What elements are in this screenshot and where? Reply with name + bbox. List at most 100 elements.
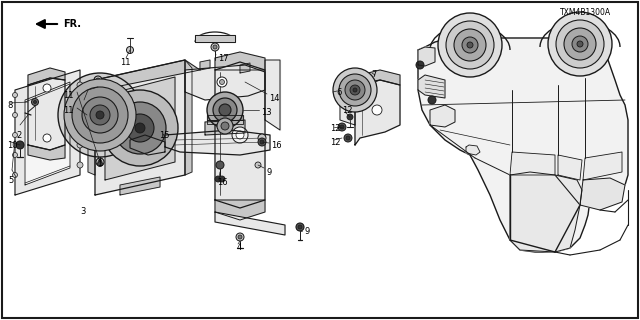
Circle shape (260, 140, 264, 144)
Polygon shape (510, 152, 555, 175)
Polygon shape (165, 130, 270, 155)
Circle shape (333, 68, 377, 112)
Circle shape (564, 28, 596, 60)
Polygon shape (418, 75, 445, 98)
Circle shape (213, 45, 217, 49)
Polygon shape (95, 60, 200, 88)
Polygon shape (215, 200, 265, 220)
Circle shape (207, 92, 243, 128)
Circle shape (58, 73, 142, 157)
Circle shape (102, 90, 178, 166)
Circle shape (353, 88, 357, 92)
Circle shape (96, 78, 100, 82)
Text: 16: 16 (271, 140, 282, 149)
Circle shape (296, 223, 304, 231)
Text: 9: 9 (304, 228, 309, 236)
Polygon shape (340, 95, 355, 125)
Circle shape (77, 82, 83, 88)
Text: 8: 8 (7, 100, 12, 109)
Circle shape (236, 233, 244, 241)
Circle shape (221, 122, 229, 130)
Polygon shape (95, 60, 185, 195)
Text: 12: 12 (330, 124, 340, 132)
Polygon shape (583, 152, 622, 180)
Circle shape (84, 112, 90, 118)
Polygon shape (418, 38, 628, 252)
Text: 11: 11 (120, 58, 131, 67)
Circle shape (446, 21, 494, 69)
Circle shape (338, 123, 346, 131)
Circle shape (13, 172, 17, 178)
Circle shape (90, 105, 110, 125)
Circle shape (556, 20, 604, 68)
Circle shape (213, 98, 237, 122)
Polygon shape (28, 145, 65, 160)
Polygon shape (195, 35, 235, 42)
Polygon shape (265, 60, 280, 130)
Circle shape (428, 96, 436, 104)
Polygon shape (466, 145, 480, 155)
Polygon shape (207, 115, 243, 120)
Circle shape (258, 138, 266, 146)
Text: 2: 2 (16, 131, 21, 140)
Circle shape (238, 235, 242, 239)
Text: 3: 3 (80, 207, 85, 217)
Text: 15: 15 (159, 131, 170, 140)
Polygon shape (28, 68, 65, 85)
Polygon shape (200, 60, 210, 70)
Text: TXM4B1300A: TXM4B1300A (560, 7, 611, 17)
Circle shape (211, 43, 219, 51)
Text: 4: 4 (237, 244, 243, 252)
Circle shape (220, 79, 225, 84)
Text: 17: 17 (218, 53, 228, 62)
Circle shape (344, 134, 352, 142)
Polygon shape (28, 78, 65, 150)
Text: 1: 1 (97, 158, 102, 167)
Text: 10: 10 (7, 140, 17, 149)
Circle shape (572, 36, 588, 52)
Circle shape (13, 92, 17, 98)
Polygon shape (418, 47, 435, 66)
Circle shape (298, 225, 302, 229)
Circle shape (454, 29, 486, 61)
Circle shape (462, 37, 478, 53)
Text: 6: 6 (336, 87, 341, 97)
Polygon shape (25, 82, 70, 185)
Polygon shape (130, 135, 165, 155)
Circle shape (13, 132, 17, 138)
Circle shape (77, 107, 83, 113)
Text: 5: 5 (8, 175, 13, 185)
Polygon shape (360, 70, 400, 87)
Circle shape (346, 136, 350, 140)
Circle shape (255, 162, 261, 168)
Circle shape (13, 113, 17, 117)
Polygon shape (215, 62, 265, 208)
Circle shape (114, 102, 166, 154)
Circle shape (77, 92, 83, 98)
Polygon shape (185, 65, 265, 100)
Text: 12: 12 (330, 138, 340, 147)
Circle shape (96, 111, 104, 119)
Polygon shape (120, 177, 160, 195)
Text: 12: 12 (342, 106, 353, 115)
Circle shape (347, 114, 353, 120)
Circle shape (126, 114, 154, 142)
Polygon shape (580, 178, 625, 210)
Circle shape (33, 100, 36, 103)
Polygon shape (430, 105, 455, 127)
Circle shape (258, 134, 266, 142)
Circle shape (77, 162, 83, 168)
Polygon shape (207, 120, 243, 124)
Circle shape (345, 80, 365, 100)
Polygon shape (185, 60, 192, 175)
Text: FR.: FR. (63, 19, 81, 29)
Circle shape (219, 104, 231, 116)
Polygon shape (215, 212, 285, 235)
Polygon shape (240, 63, 250, 73)
Circle shape (94, 76, 102, 84)
Polygon shape (88, 80, 95, 175)
Circle shape (135, 123, 145, 133)
Polygon shape (205, 120, 245, 135)
Circle shape (372, 105, 382, 115)
Circle shape (77, 122, 83, 128)
